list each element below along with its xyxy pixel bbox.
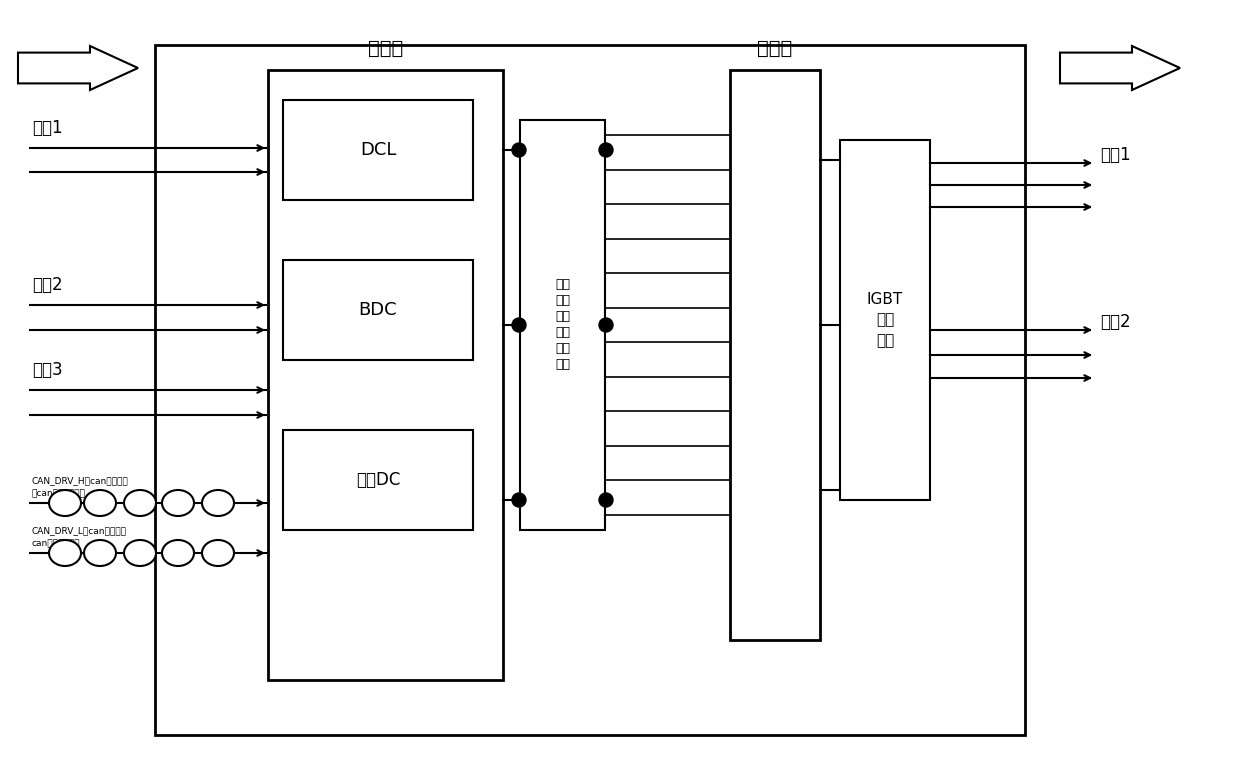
Text: CAN_DRV_L（can低，接里: CAN_DRV_L（can低，接里 xyxy=(32,526,126,535)
Bar xyxy=(155,45,1025,735)
Ellipse shape xyxy=(124,490,156,516)
Circle shape xyxy=(512,318,526,332)
Text: 输入3: 输入3 xyxy=(32,361,63,379)
Circle shape xyxy=(599,143,613,157)
Ellipse shape xyxy=(202,540,234,566)
Ellipse shape xyxy=(124,540,156,566)
Text: BDC: BDC xyxy=(358,301,397,319)
Circle shape xyxy=(512,493,526,507)
Bar xyxy=(730,70,820,640)
Ellipse shape xyxy=(50,540,81,566)
Ellipse shape xyxy=(84,490,117,516)
Ellipse shape xyxy=(202,490,234,516)
Bar xyxy=(283,100,472,200)
Text: 输兴2: 输兴2 xyxy=(1100,313,1131,331)
Text: CAN_DRV_H（can高，接里: CAN_DRV_H（can高，接里 xyxy=(32,476,129,485)
Bar xyxy=(283,430,472,530)
Text: 功率板: 功率板 xyxy=(758,39,792,58)
Circle shape xyxy=(599,493,613,507)
Text: 温度
监控
电压
监控
电流
监控: 温度 监控 电压 监控 电流 监控 xyxy=(556,279,570,371)
Text: IGBT
功率
元件: IGBT 功率 元件 xyxy=(867,291,903,348)
Circle shape xyxy=(512,143,526,157)
Text: 车can低终端电阵）: 车can低终端电阵） xyxy=(32,489,86,498)
Bar xyxy=(839,140,930,500)
Ellipse shape xyxy=(162,540,193,566)
Text: 控制板: 控制板 xyxy=(368,39,403,58)
Polygon shape xyxy=(1060,46,1180,90)
Bar xyxy=(520,120,605,530)
Text: can低终端电阵）: can低终端电阵） xyxy=(32,539,81,548)
Text: DCL: DCL xyxy=(360,141,397,159)
Ellipse shape xyxy=(84,540,117,566)
Text: 输入2: 输入2 xyxy=(32,276,63,294)
Polygon shape xyxy=(19,46,138,90)
Text: 开关DC: 开关DC xyxy=(356,471,401,489)
Text: 输兴1: 输兴1 xyxy=(1100,146,1131,164)
Circle shape xyxy=(599,318,613,332)
Text: 输入1: 输入1 xyxy=(32,119,63,137)
Bar xyxy=(268,70,503,680)
Bar xyxy=(283,260,472,360)
Ellipse shape xyxy=(50,490,81,516)
Ellipse shape xyxy=(162,490,193,516)
